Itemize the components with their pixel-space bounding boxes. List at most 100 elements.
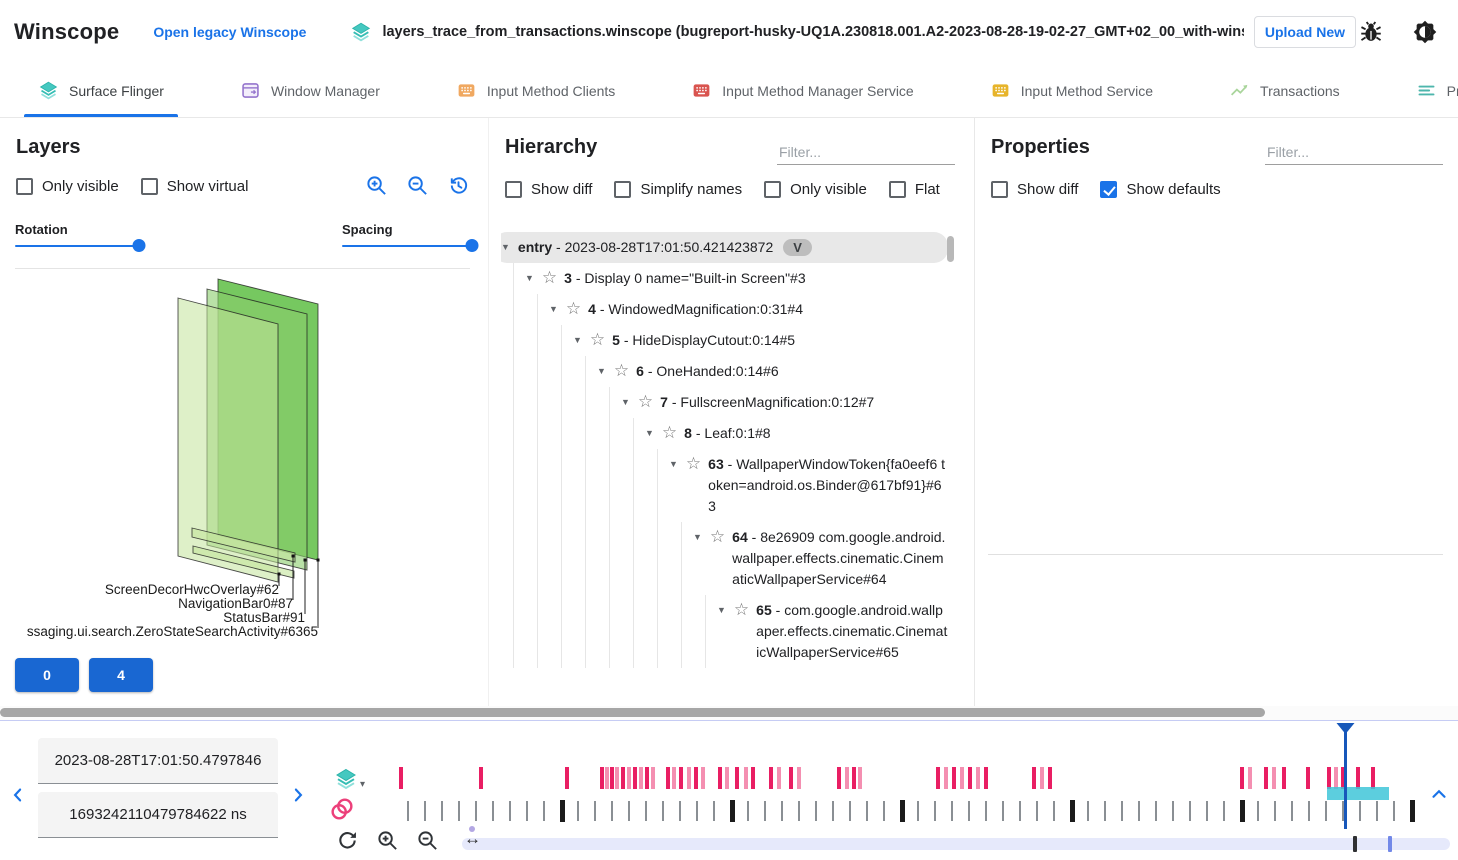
checkbox-box[interactable] bbox=[764, 181, 782, 198]
expand-caret-icon[interactable]: ▼ bbox=[693, 532, 702, 542]
pin-star-icon[interactable]: ☆ bbox=[589, 330, 606, 349]
layer-label[interactable]: NavigationBar0#87 bbox=[178, 596, 293, 611]
tree-node[interactable]: ▼ ☆ 7 - FullscreenMagnification:0:12#7 bbox=[621, 387, 948, 418]
pin-star-icon[interactable]: ☆ bbox=[685, 454, 702, 473]
pin-star-icon[interactable]: ☆ bbox=[565, 299, 582, 318]
checkbox-only-visible[interactable]: Only visible bbox=[764, 181, 867, 198]
expand-caret-icon[interactable]: ▼ bbox=[525, 273, 534, 283]
scrollbar-thumb[interactable] bbox=[0, 708, 1265, 717]
refresh-icon[interactable] bbox=[336, 829, 359, 852]
expand-caret-icon[interactable]: ▼ bbox=[621, 397, 630, 407]
expand-caret-icon[interactable]: ▼ bbox=[645, 428, 654, 438]
range-dark-tick[interactable] bbox=[1353, 836, 1357, 852]
checkbox-show-defaults[interactable]: Show defaults bbox=[1100, 181, 1221, 198]
next-entry-icon[interactable] bbox=[288, 785, 308, 805]
checkbox-show-diff[interactable]: Show diff bbox=[991, 181, 1078, 198]
tree-node[interactable]: ▼ ☆ 64 - 8e26909 com.google.android.wallpa… bbox=[693, 522, 948, 595]
timeline-event-tick bbox=[407, 801, 409, 821]
tree-node[interactable]: ▼ ☆ 3 - Display 0 name="Built-in Screen"#3 bbox=[525, 263, 948, 294]
timestamp-human-input[interactable] bbox=[38, 738, 278, 783]
tree-node[interactable]: ▼ entry - 2023-08-28T17:01:50.421423872 V bbox=[501, 232, 948, 263]
transitions-trace-icon[interactable] bbox=[328, 795, 356, 823]
expand-caret-icon[interactable]: ▼ bbox=[717, 605, 726, 615]
trace-dropdown-caret-icon[interactable]: ▾ bbox=[360, 779, 366, 790]
zoom-out-icon[interactable] bbox=[406, 174, 429, 197]
properties-filter-input[interactable] bbox=[1265, 140, 1443, 165]
checkbox-box[interactable] bbox=[1100, 181, 1118, 198]
spacing-slider[interactable]: Spacing bbox=[342, 222, 479, 252]
timestamp-ns-input[interactable] bbox=[38, 792, 278, 837]
checkbox-show-virtual[interactable]: Show virtual bbox=[140, 178, 248, 195]
display-button-0[interactable]: 0 bbox=[15, 658, 79, 692]
checkbox-only-visible[interactable]: Only visible bbox=[16, 178, 119, 195]
checkbox-simplify-names[interactable]: Simplify names bbox=[614, 181, 742, 198]
tab-input-method-clients[interactable]: Input Method Clients bbox=[418, 64, 653, 117]
range-blue-tick[interactable] bbox=[1388, 836, 1392, 852]
tab-input-method-service[interactable]: Input Method Service bbox=[952, 64, 1191, 117]
upload-new-button[interactable]: Upload New bbox=[1253, 16, 1356, 48]
pin-star-icon[interactable]: ☆ bbox=[733, 600, 750, 619]
tree-node-label: 6 - OneHanded:0:14#6 bbox=[636, 363, 779, 379]
tab-protolog[interactable]: ProtoLog bbox=[1378, 64, 1458, 117]
layer-label[interactable]: ssaging.ui.search.ZeroStateSearchActivit… bbox=[27, 624, 318, 639]
collapse-timeline-icon[interactable] bbox=[1428, 783, 1450, 805]
timeline-cursor[interactable] bbox=[1344, 723, 1347, 829]
tree-node[interactable]: ▼ ☆ 65 - com.google.android.wallpaper.effe… bbox=[717, 595, 948, 668]
tree-node[interactable]: ▼ ☆ 8 - Leaf:0:1#8 bbox=[645, 418, 948, 449]
pin-star-icon[interactable]: ☆ bbox=[709, 527, 726, 546]
timeline-ticks-area[interactable] bbox=[390, 721, 1458, 853]
tree-node[interactable]: ▼ ☆ 63 - WallpaperWindowToken{fa0eef6 toke… bbox=[669, 449, 948, 522]
timeline-cursor-head[interactable] bbox=[1336, 723, 1355, 743]
slider-track[interactable] bbox=[342, 239, 479, 252]
tab-input-method-manager-service[interactable]: Input Method Manager Service bbox=[653, 64, 951, 117]
report-bug-icon[interactable] bbox=[1358, 19, 1384, 45]
open-legacy-link[interactable]: Open legacy Winscope bbox=[153, 24, 307, 40]
surface-flinger-trace-icon[interactable] bbox=[334, 767, 358, 791]
layer-label[interactable]: ScreenDecorHwcOverlay#62 bbox=[105, 582, 279, 597]
checkbox-box[interactable] bbox=[16, 178, 33, 195]
slider-thumb[interactable] bbox=[465, 239, 479, 252]
expand-caret-icon[interactable]: ▼ bbox=[669, 459, 678, 469]
layers-3d-view[interactable]: ScreenDecorHwcOverlay#62NavigationBar0#8… bbox=[8, 268, 482, 658]
checkbox-box[interactable] bbox=[614, 181, 632, 198]
timeline-zoom-in-icon[interactable] bbox=[376, 829, 399, 852]
hierarchy-scrollbar[interactable] bbox=[947, 236, 954, 262]
pin-star-icon[interactable]: ☆ bbox=[661, 423, 678, 442]
tree-node[interactable]: ▼ ☆ 4 - WindowedMagnification:0:31#4 bbox=[549, 294, 948, 325]
tab-surface-flinger[interactable]: Surface Flinger bbox=[0, 64, 202, 117]
checkbox-box[interactable] bbox=[991, 181, 1008, 198]
layer-strip-1[interactable] bbox=[191, 527, 296, 563]
timeline-zoom-range-slider[interactable] bbox=[462, 836, 1450, 852]
slider-track[interactable] bbox=[15, 239, 145, 252]
layer-rect-front[interactable] bbox=[177, 297, 279, 583]
checkbox-box[interactable] bbox=[888, 181, 906, 198]
main-content: Layers Only visible Show virtual Rotation… bbox=[0, 118, 1458, 706]
reset-view-history-icon[interactable] bbox=[447, 174, 470, 197]
checkbox-box[interactable] bbox=[140, 178, 158, 195]
tab-window-manager[interactable]: Window Manager bbox=[202, 64, 418, 117]
layer-label[interactable]: StatusBar#91 bbox=[223, 610, 305, 625]
checkbox-show-diff[interactable]: Show diff bbox=[505, 181, 592, 198]
expand-caret-icon[interactable]: ▼ bbox=[549, 304, 558, 314]
tree-node[interactable]: ▼ ☆ 6 - OneHanded:0:14#6 bbox=[597, 356, 948, 387]
layer-strip-2[interactable] bbox=[192, 545, 295, 579]
hierarchy-filter-input[interactable] bbox=[777, 140, 955, 165]
pin-star-icon[interactable]: ☆ bbox=[541, 268, 558, 287]
rotation-slider[interactable]: Rotation bbox=[15, 222, 145, 252]
timeline-zoom-out-icon[interactable] bbox=[416, 829, 439, 852]
slider-thumb[interactable] bbox=[132, 239, 145, 252]
checkbox-flat[interactable]: Flat bbox=[888, 181, 940, 198]
pin-star-icon[interactable]: ☆ bbox=[613, 361, 630, 380]
dark-mode-icon[interactable] bbox=[1412, 19, 1438, 45]
pin-star-icon[interactable]: ☆ bbox=[637, 392, 654, 411]
tab-transactions[interactable]: Transactions bbox=[1191, 64, 1378, 117]
display-button-4[interactable]: 4 bbox=[89, 658, 153, 692]
expand-caret-icon[interactable]: ▼ bbox=[597, 366, 606, 376]
expand-caret-icon[interactable]: ▼ bbox=[573, 335, 582, 345]
previous-entry-icon[interactable] bbox=[8, 785, 28, 805]
tree-node[interactable]: ▼ ☆ 5 - HideDisplayCutout:0:14#5 bbox=[573, 325, 948, 356]
checkbox-box[interactable] bbox=[505, 181, 522, 198]
expand-caret-icon[interactable]: ▼ bbox=[501, 242, 510, 252]
zoom-in-icon[interactable] bbox=[365, 174, 388, 197]
